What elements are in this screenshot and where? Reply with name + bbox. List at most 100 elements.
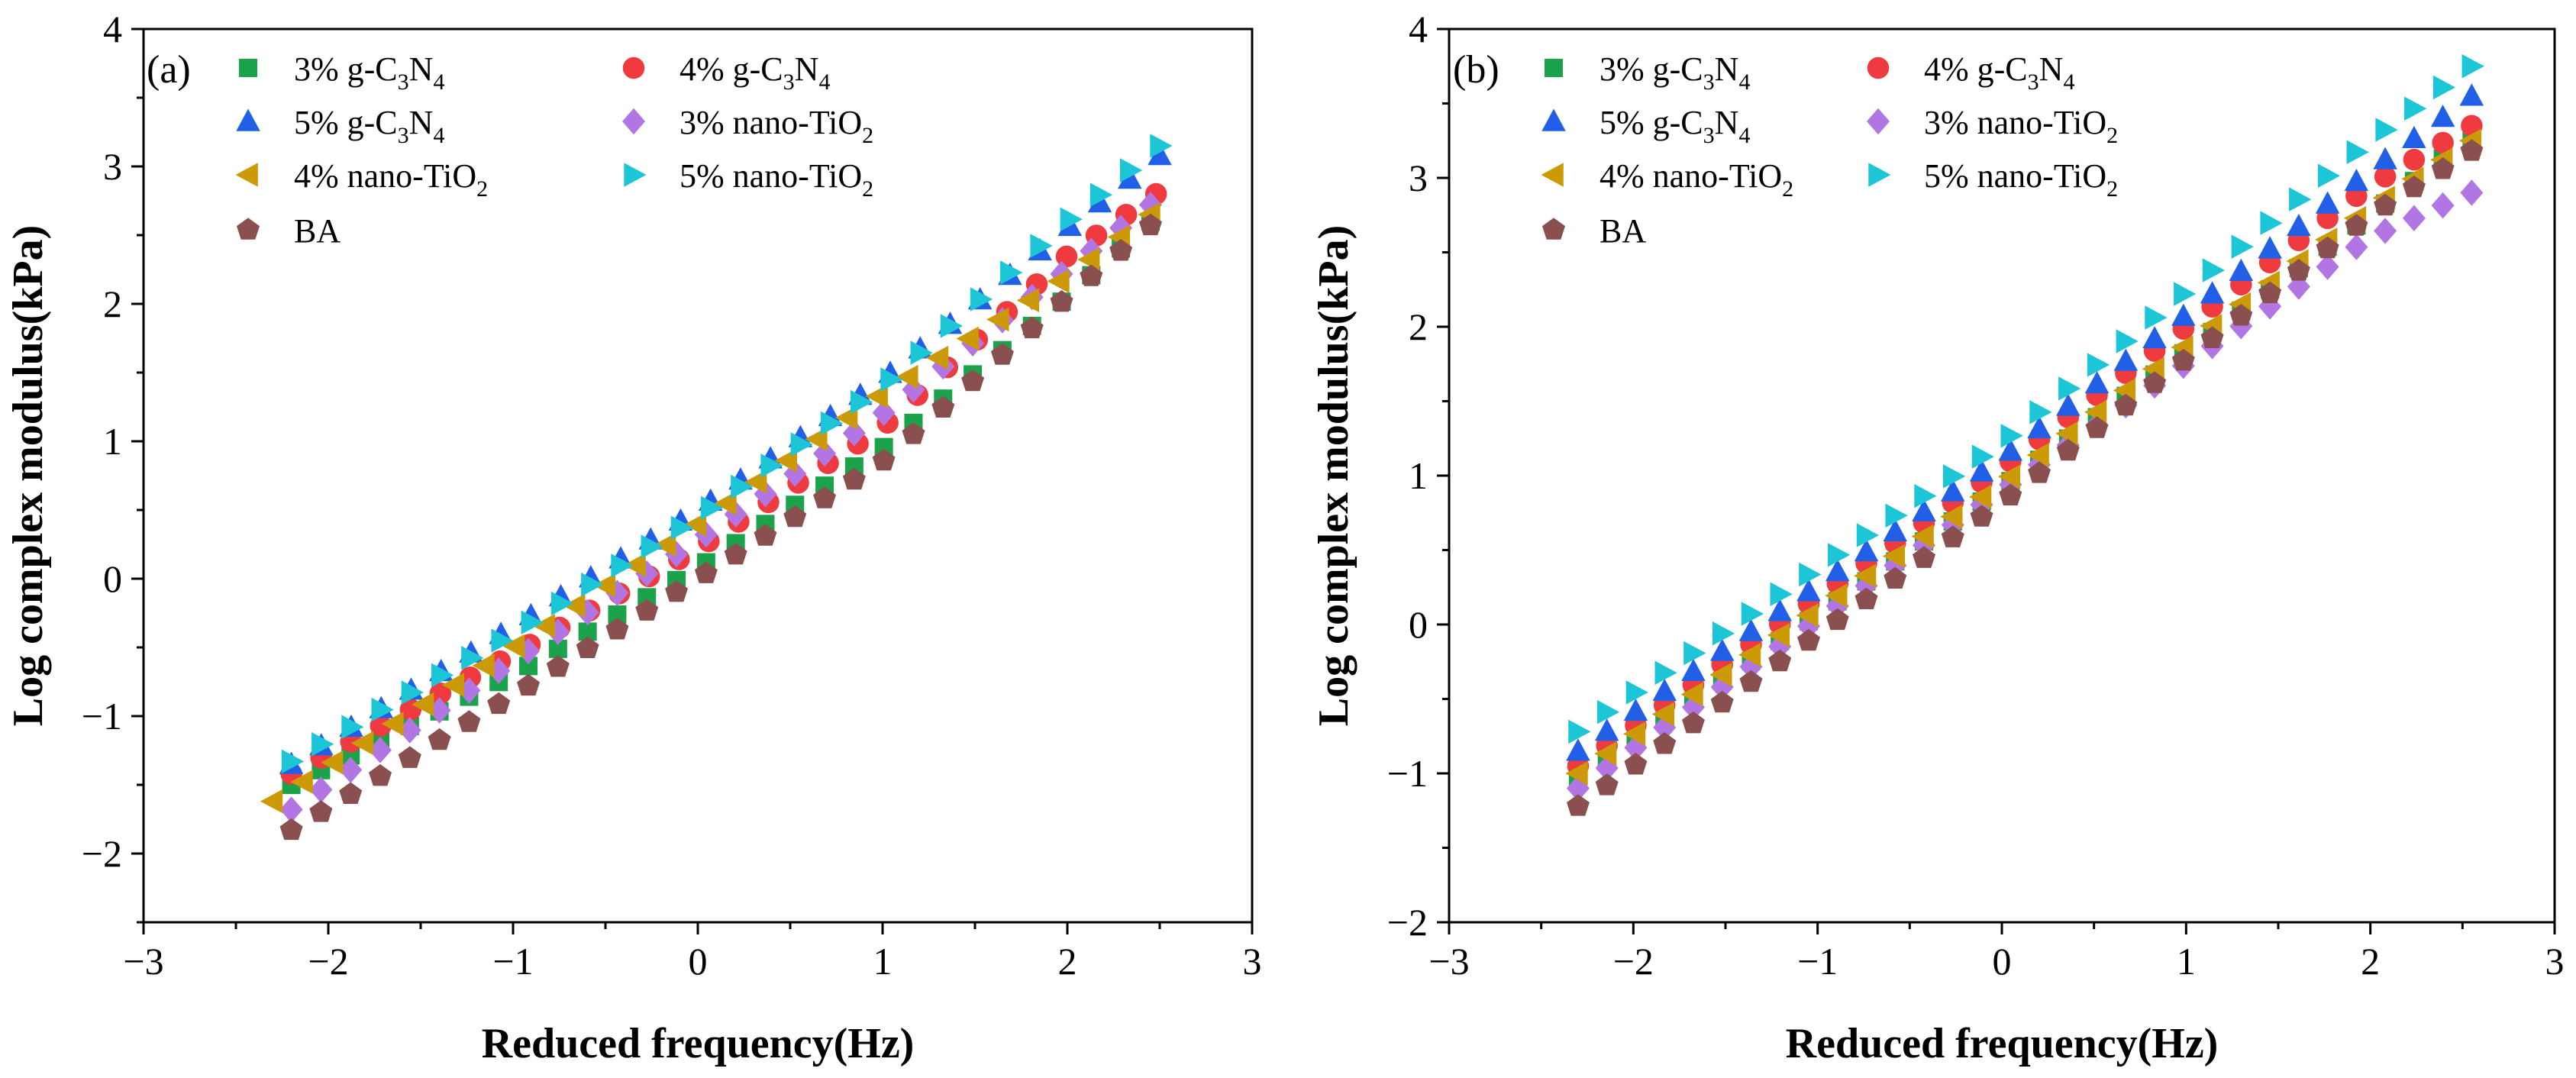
data-point xyxy=(2374,218,2397,244)
data-point xyxy=(2087,353,2110,377)
data-point xyxy=(1738,643,1761,667)
data-point xyxy=(279,796,303,823)
data-point xyxy=(563,593,586,618)
data-point xyxy=(1799,562,1822,587)
data-point xyxy=(754,524,777,546)
data-point xyxy=(1710,638,1735,661)
y-tick-label: −1 xyxy=(1387,752,1428,795)
data-point xyxy=(2317,163,2341,188)
data-point xyxy=(1796,603,1819,628)
data-point xyxy=(2085,416,2109,438)
data-point xyxy=(1109,239,1133,261)
data-point xyxy=(546,655,570,677)
data-point xyxy=(1652,678,1677,702)
data-point xyxy=(1796,579,1821,602)
data-point xyxy=(2029,400,2052,424)
data-point xyxy=(1855,587,1878,609)
data-point xyxy=(290,770,313,794)
data-point xyxy=(428,728,451,750)
data-point xyxy=(654,532,676,557)
data-point xyxy=(1739,670,1763,692)
data-point xyxy=(1854,538,1879,562)
data-point xyxy=(783,505,807,528)
legend-marker xyxy=(237,218,260,240)
data-point xyxy=(1710,673,1734,701)
data-point xyxy=(1020,316,1044,339)
data-point xyxy=(1883,518,1907,542)
data-point xyxy=(2430,105,2455,127)
data-point xyxy=(2404,96,2427,121)
data-point xyxy=(1710,690,1734,713)
data-point xyxy=(1080,264,1103,286)
data-point xyxy=(1000,260,1023,285)
data-point xyxy=(2374,166,2397,188)
data-point xyxy=(441,673,464,697)
data-point xyxy=(1882,544,1905,569)
data-point xyxy=(2202,258,2226,282)
data-point xyxy=(517,673,540,696)
data-point xyxy=(1825,559,1850,582)
legend-entry-ba: BA xyxy=(237,212,341,250)
legend-marker xyxy=(622,56,645,79)
series-t3 xyxy=(1566,179,2484,802)
x-tick-label: 1 xyxy=(873,940,893,983)
data-point xyxy=(2056,438,2080,461)
data-point xyxy=(665,541,688,568)
panel-label: (b) xyxy=(1453,48,1499,92)
data-point xyxy=(312,732,334,757)
data-point xyxy=(641,534,663,559)
data-point xyxy=(1077,247,1100,272)
data-point xyxy=(2289,187,2312,211)
data-point xyxy=(350,731,374,756)
data-point xyxy=(970,287,993,311)
data-point xyxy=(683,512,707,537)
legend-label: 4% nano-TiO2 xyxy=(294,157,488,202)
series-g5 xyxy=(1566,83,2484,761)
data-point xyxy=(2460,139,2484,161)
data-point xyxy=(1970,505,1993,527)
data-point xyxy=(2231,234,2254,259)
data-point xyxy=(694,561,718,583)
data-point xyxy=(309,776,333,803)
data-point xyxy=(1089,182,1113,207)
data-point xyxy=(1623,699,1648,721)
data-point xyxy=(2142,326,2167,349)
series-t5 xyxy=(1568,54,2484,744)
data-point xyxy=(1016,288,1040,313)
data-point xyxy=(1825,583,1848,608)
data-point xyxy=(1738,618,1764,641)
data-point xyxy=(1712,621,1735,646)
data-point xyxy=(1683,641,1706,666)
legend-label: 3% g-C3N4 xyxy=(294,50,444,95)
legend-marker xyxy=(236,108,260,131)
data-point xyxy=(2229,258,2254,281)
data-point xyxy=(2432,131,2454,154)
y-tick-label: 1 xyxy=(103,420,122,463)
data-point xyxy=(2056,393,2080,416)
data-point xyxy=(592,573,616,598)
data-point xyxy=(260,789,283,814)
series-t4 xyxy=(1565,128,2482,786)
data-point xyxy=(2084,371,2110,394)
y-axis-title: Log complex modulus(kPa) xyxy=(5,225,52,727)
data-point xyxy=(1594,741,1617,766)
data-point xyxy=(1767,623,1790,647)
data-point xyxy=(1596,699,1620,725)
data-point xyxy=(2171,348,2195,371)
data-point xyxy=(1624,753,1648,775)
data-point xyxy=(790,432,813,457)
series-g3 xyxy=(1568,127,2481,790)
data-point xyxy=(1913,546,1935,568)
data-point xyxy=(491,628,514,653)
data-point xyxy=(896,364,918,389)
legend-entry-t5: 5% nano-TiO2 xyxy=(624,157,873,202)
y-tick-label: −2 xyxy=(82,832,122,875)
legend-marker xyxy=(239,59,257,77)
x-tick-label: −3 xyxy=(1428,940,1469,983)
data-point xyxy=(2287,259,2310,281)
y-tick-label: 2 xyxy=(1409,305,1428,348)
legend-entry-g5: 5% g-C3N4 xyxy=(1541,104,1750,148)
data-point xyxy=(1943,464,1966,489)
